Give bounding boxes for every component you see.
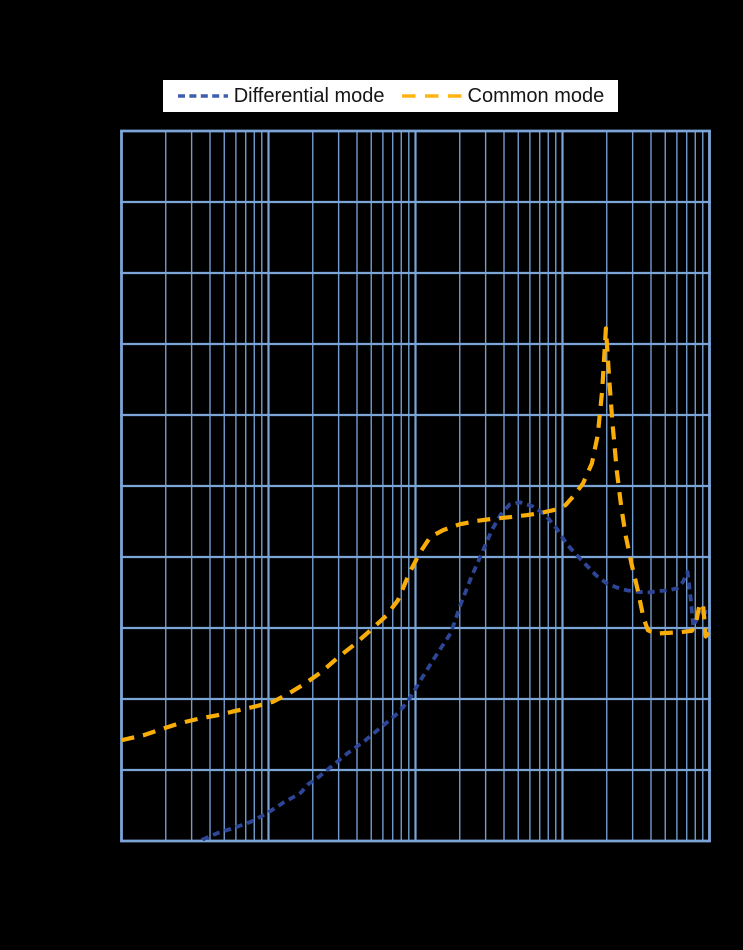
legend-label-differential-mode: Differential mode: [233, 85, 385, 107]
differential-mode-dash-icon: [177, 94, 228, 98]
legend-item-differential-mode: Differential mode: [177, 86, 385, 106]
grid: [120, 129, 711, 843]
common-mode-dash-icon: [401, 94, 462, 98]
legend-label-common-mode: Common mode: [467, 85, 605, 107]
legend: Differential mode Common mode: [163, 80, 618, 112]
series-curves: [121, 326, 711, 843]
legend-item-common-mode: Common mode: [401, 85, 605, 107]
differential-mode-curve: [197, 500, 710, 843]
common-mode-curve: [121, 326, 711, 743]
